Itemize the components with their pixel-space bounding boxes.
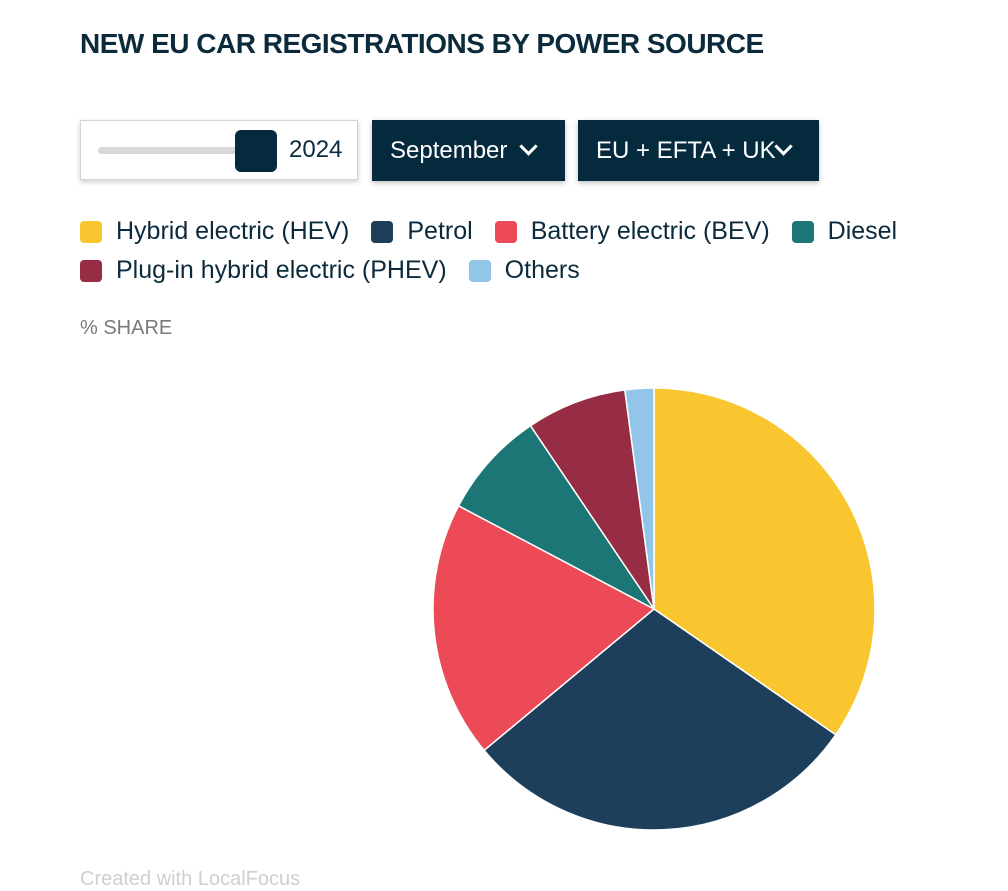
legend-swatch bbox=[468, 259, 491, 282]
legend-swatch bbox=[371, 220, 394, 243]
chart-title: NEW EU CAR REGISTRATIONS BY POWER SOURCE bbox=[80, 28, 764, 59]
legend-swatch bbox=[494, 220, 517, 243]
slider-track[interactable] bbox=[98, 147, 258, 154]
legend-item[interactable]: Petrol bbox=[371, 216, 473, 247]
pie-slice[interactable] bbox=[483, 608, 837, 831]
unit-label: % SHARE bbox=[80, 317, 173, 339]
credit-text[interactable]: Created with LocalFocus bbox=[80, 868, 301, 890]
year-slider[interactable]: 2024 bbox=[80, 120, 358, 180]
legend-label: Others bbox=[504, 256, 580, 284]
chart-legend: Hybrid electric (HEV) Petrol Battery elect… bbox=[80, 216, 940, 286]
legend-label: Diesel bbox=[827, 217, 898, 245]
legend-item[interactable]: Others bbox=[468, 255, 580, 286]
legend-swatch bbox=[80, 259, 102, 282]
pie-slice[interactable] bbox=[529, 389, 655, 610]
legend-item[interactable]: Hybrid electric (HEV) bbox=[80, 216, 349, 247]
region-dropdown[interactable]: EU + EFTA + UK bbox=[578, 120, 819, 181]
year-value: 2024 bbox=[289, 136, 343, 163]
legend-label: Petrol bbox=[407, 217, 473, 245]
pie-slice[interactable] bbox=[457, 424, 655, 610]
pie-slice[interactable] bbox=[624, 387, 655, 610]
legend-label: Battery electric (BEV) bbox=[530, 217, 770, 245]
legend-label: Hybrid electric (HEV) bbox=[116, 217, 350, 245]
pie-slice[interactable] bbox=[432, 505, 655, 752]
slider-thumb[interactable] bbox=[235, 130, 277, 172]
month-dropdown-label: September bbox=[390, 137, 508, 164]
pie-slice[interactable] bbox=[653, 387, 876, 736]
legend-item[interactable]: Battery electric (BEV) bbox=[494, 216, 770, 247]
legend-label: Plug-in hybrid electric (PHEV) bbox=[116, 256, 447, 284]
legend-swatch bbox=[80, 220, 102, 243]
legend-item[interactable]: Plug-in hybrid electric (PHEV) bbox=[80, 255, 447, 286]
legend-item[interactable]: Diesel bbox=[791, 216, 898, 247]
region-dropdown-label: EU + EFTA + UK bbox=[596, 137, 776, 164]
month-dropdown[interactable]: September bbox=[372, 120, 565, 181]
legend-swatch bbox=[791, 220, 814, 243]
